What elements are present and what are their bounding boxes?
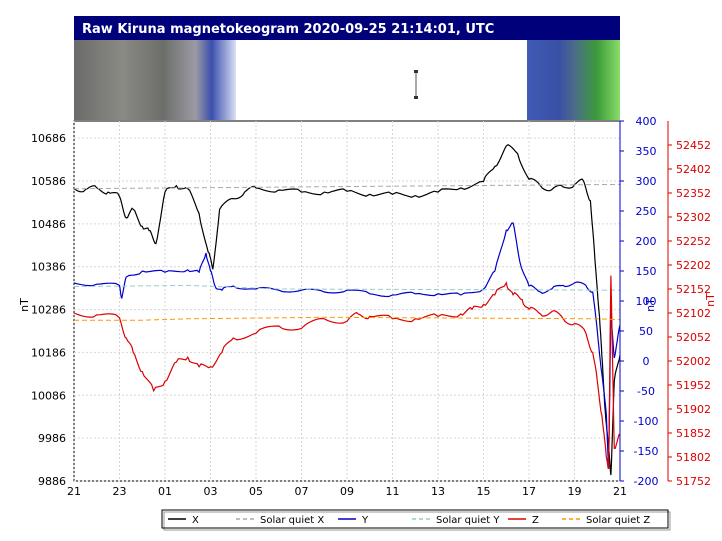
y-right2-tick-label: 52152 <box>676 283 711 296</box>
y-right1-tick-label: 250 <box>636 205 657 218</box>
y-right2-tick-label: 51952 <box>676 379 711 392</box>
y-right2-tick-label: 52252 <box>676 235 711 248</box>
series-line-x <box>73 143 621 476</box>
legend-label: Solar quiet X <box>260 515 324 526</box>
x-tick-label: 11 <box>386 485 400 498</box>
legend-label: Solar quiet Z <box>586 515 650 526</box>
x-tick-label: 23 <box>113 485 127 498</box>
keogram-strip <box>74 40 620 120</box>
y-right2-tick-label: 52002 <box>676 355 711 368</box>
legend-label: Y <box>361 515 369 526</box>
y-right1-tick-label: 0 <box>643 355 650 368</box>
y-right2-tick-label: 52452 <box>676 139 711 152</box>
y-right2-tick-label: 52302 <box>676 211 711 224</box>
y-right2-tick-label: 52352 <box>676 187 711 200</box>
y-left-tick-label: 10386 <box>31 261 66 274</box>
y-left-tick-label: 10186 <box>31 346 66 359</box>
x-tick-label: 05 <box>249 485 263 498</box>
y-right1-tick-label: -150 <box>634 445 659 458</box>
legend-label: Solar quiet Y <box>436 515 500 526</box>
series-line-solar-quiet-y <box>73 284 621 291</box>
y-right2-tick-label: 51902 <box>676 403 711 416</box>
legend: X Solar quiet X Y Solar quiet Y Z Solar quiet… <box>161 509 671 531</box>
y-right1-tick-label: 200 <box>636 235 657 248</box>
series-line-y <box>73 222 621 470</box>
y-right1-tick-label: 50 <box>639 325 653 338</box>
y-right1-axis-label: nT <box>644 298 657 312</box>
y-right2-tick-label: 51802 <box>676 451 711 464</box>
y-right2-tick-label: 51752 <box>676 475 711 488</box>
y-left-tick-label: 10586 <box>31 175 66 188</box>
y-left-tick-label: 10486 <box>31 218 66 231</box>
y-left-tick-label: 9986 <box>38 432 66 445</box>
y-right1-tick-label: -100 <box>634 415 659 428</box>
y-right1-tick-label: 400 <box>636 115 657 128</box>
axes-group: 21 23 01 03 05 07 09 11 13 15 17 19 2198869986100861… <box>18 115 717 498</box>
y-left-tick-label: 9886 <box>38 475 66 488</box>
y-right2-tick-label: 52052 <box>676 331 711 344</box>
legend-label: Z <box>532 515 539 526</box>
y-left-tick-label: 10086 <box>31 389 66 402</box>
x-tick-label: 17 <box>522 485 536 498</box>
y-right2-tick-label: 51852 <box>676 427 711 440</box>
y-right2-tick-label: 52402 <box>676 163 711 176</box>
legend-label: X <box>192 515 199 526</box>
y-right2-tick-label: 52202 <box>676 259 711 272</box>
x-tick-label: 21 <box>613 485 627 498</box>
x-tick-label: 01 <box>158 485 172 498</box>
chart-title: Raw Kiruna magnetokeogram 2020-09-25 21:… <box>82 22 494 37</box>
series-line-solar-quiet-x <box>73 183 621 190</box>
y-left-axis-label: nT <box>18 298 31 312</box>
y-right2-tick-label: 52102 <box>676 307 711 320</box>
series-line-z <box>73 275 621 469</box>
x-tick-label: 07 <box>295 485 309 498</box>
y-right1-tick-label: 300 <box>636 175 657 188</box>
x-tick-label: 03 <box>204 485 218 498</box>
y-right1-tick-label: 150 <box>636 265 657 278</box>
y-right1-tick-label: 100 <box>636 295 657 308</box>
grid <box>73 121 621 482</box>
y-left-tick-label: 10686 <box>31 132 66 145</box>
x-tick-label: 21 <box>67 485 81 498</box>
x-tick-label: 15 <box>477 485 491 498</box>
x-tick-label: 13 <box>431 485 445 498</box>
series-line-solar-quiet-z <box>74 316 621 321</box>
y-right2-axis-label: nT <box>704 293 717 307</box>
y-left-tick-label: 10286 <box>31 304 66 317</box>
x-tick-label: 19 <box>568 485 582 498</box>
y-right1-tick-label: -200 <box>634 475 659 488</box>
x-tick-label: 09 <box>340 485 354 498</box>
y-right1-tick-label: -50 <box>637 385 655 398</box>
title-bar <box>74 16 620 40</box>
series-group <box>73 143 621 476</box>
y-right1-tick-label: 350 <box>636 145 657 158</box>
